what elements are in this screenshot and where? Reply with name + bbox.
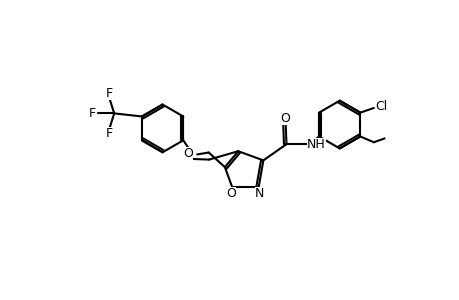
Text: Cl: Cl — [375, 100, 387, 112]
Text: N: N — [254, 187, 263, 200]
Text: F: F — [89, 107, 95, 120]
Text: O: O — [183, 147, 193, 160]
Text: F: F — [106, 127, 113, 140]
Text: NH: NH — [307, 138, 325, 151]
Text: F: F — [106, 87, 113, 100]
Text: O: O — [226, 187, 235, 200]
Text: O: O — [280, 112, 290, 125]
